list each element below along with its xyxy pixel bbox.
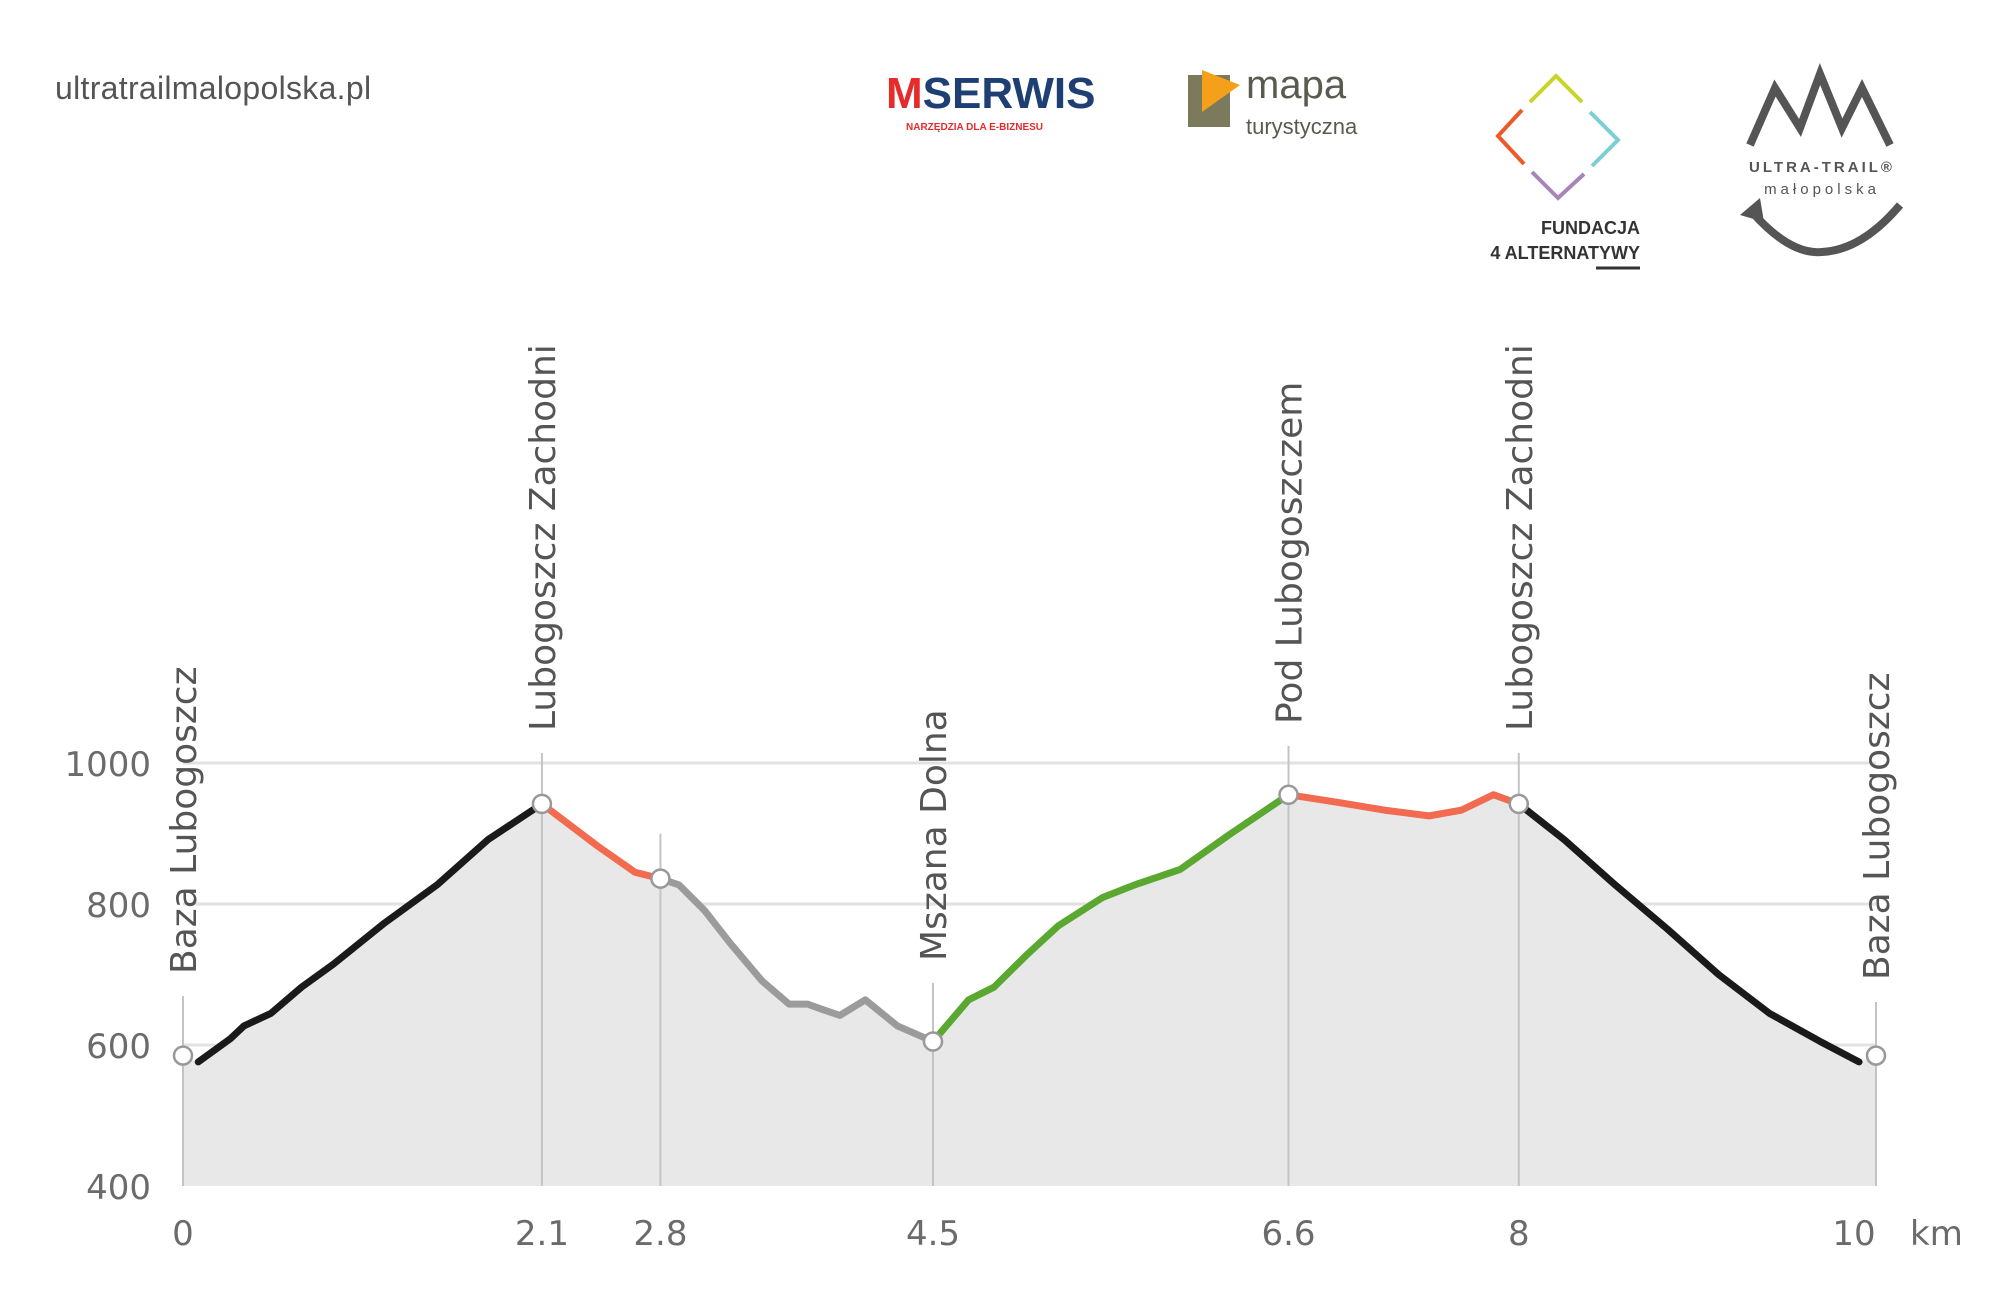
mserwis-tagline: NARZĘDZIA DLA E-BIZNESU: [906, 122, 1043, 133]
x-tick-label: 10: [1832, 1214, 1875, 1254]
y-tick-label: 1000: [64, 745, 151, 785]
waypoint-marker: [172, 1045, 194, 1066]
profile-segment-green: [929, 791, 1293, 1045]
mapa-turystyczna-logo: mapa turystyczna: [1188, 63, 1358, 139]
y-tick-label: 600: [86, 1027, 151, 1067]
mapa-logo-line2: turystyczna: [1246, 114, 1358, 139]
x-tick-label: 0: [172, 1214, 194, 1254]
utm-line2: małopolska: [1764, 181, 1880, 198]
waypoint-marker: [1865, 1045, 1887, 1066]
x-tick-label: 6.6: [1261, 1214, 1315, 1254]
profile-segment-black: [1515, 800, 1863, 1066]
waypoint-label: Lubogoszcz Zachodni: [1500, 344, 1541, 731]
site-url[interactable]: ultratrailmalopolska.pl: [55, 70, 372, 106]
waypoint-label: Baza Lubogoszcz: [164, 667, 205, 975]
utm-line1: ULTRA-TRAIL®: [1749, 159, 1895, 176]
fundacja-logo: FUNDACJA 4 ALTERNATYWY: [1490, 73, 1640, 270]
x-tick-label: 4.5: [906, 1214, 960, 1254]
waypoint-label: Lubogoszcz Zachodni: [523, 344, 564, 731]
waypoint-marker: [922, 1031, 944, 1052]
mserwis-logo-text: MSERWIS: [886, 69, 1095, 118]
profile-segment-red: [538, 800, 664, 883]
x-unit-label: km: [1910, 1214, 1963, 1254]
waypoint-label: Baza Lubogoszcz: [1857, 673, 1898, 981]
fundacja-line1: FUNDACJA: [1541, 218, 1640, 238]
waypoint-label: Mszana Dolna: [914, 709, 955, 961]
profile-segment-black: [194, 800, 546, 1066]
waypoint-marker: [531, 793, 553, 815]
mapa-logo-line1: mapa: [1246, 63, 1347, 107]
mserwis-logo: MSERWIS NARZĘDZIA DLA E-BIZNESU: [886, 69, 1095, 133]
waypoint-marker: [1278, 784, 1299, 805]
waypoint-marker: [1508, 793, 1530, 815]
x-tick-label: 2.1: [515, 1214, 569, 1254]
elevation-area-fill: [183, 794, 1876, 1186]
y-tick-label: 400: [86, 1168, 151, 1208]
x-tick-label: 8: [1508, 1214, 1530, 1254]
y-tick-label: 800: [86, 886, 151, 926]
fundacja-line2: 4 ALTERNATYWY: [1490, 243, 1640, 263]
profile-segment-gray: [656, 875, 937, 1045]
waypoint-marker: [650, 868, 671, 889]
sponsor-logos: MSERWIS NARZĘDZIA DLA E-BIZNESU mapa tur…: [886, 62, 1904, 270]
x-tick-label: 2.8: [633, 1214, 687, 1254]
waypoint-label: Pod Lubogoszczem: [1270, 382, 1311, 724]
ultra-trail-malopolska-logo: ULTRA-TRAIL® małopolska: [1740, 62, 1904, 257]
profile-segment-red: [1285, 791, 1523, 820]
